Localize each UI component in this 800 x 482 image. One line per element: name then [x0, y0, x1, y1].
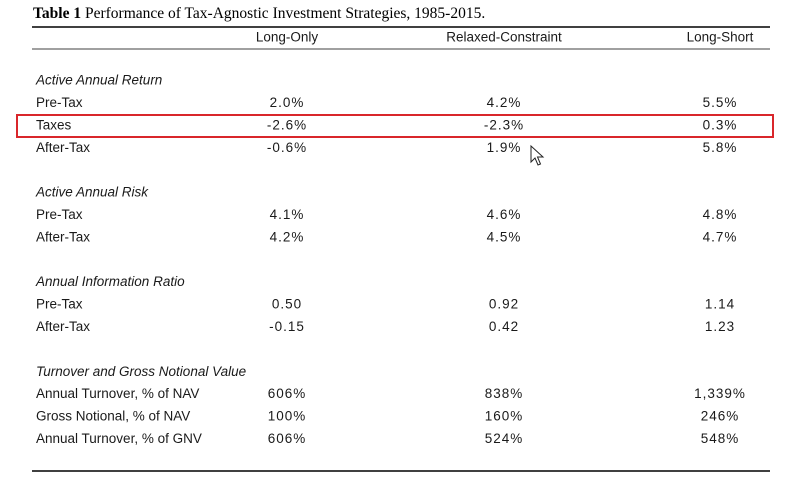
row-label: After-Tax: [36, 319, 90, 334]
cell-value: 0.92: [489, 297, 519, 312]
cell-value: 0.42: [489, 319, 519, 334]
column-header: Relaxed-Constraint: [446, 30, 562, 45]
cell-value: 1.23: [705, 319, 735, 334]
cell-value: 5.5%: [703, 95, 738, 110]
cell-value: 1,339%: [694, 386, 746, 401]
row-label: Gross Notional, % of NAV: [36, 409, 190, 424]
mouse-cursor: [530, 144, 545, 166]
cell-value: 0.3%: [703, 117, 738, 132]
cell-value: 5.8%: [703, 140, 738, 155]
row-label: After-Tax: [36, 229, 90, 244]
table-number: Table 1: [33, 5, 81, 22]
cell-value: 548%: [701, 431, 740, 446]
cell-value: -2.3%: [484, 117, 524, 132]
section-heading: Annual Information Ratio: [35, 274, 185, 289]
table-caption: Performance of Tax-Agnostic Investment S…: [85, 5, 485, 22]
row-label: Annual Turnover, % of GNV: [36, 431, 202, 446]
cell-value: 4.5%: [487, 229, 522, 244]
section-heading: Turnover and Gross Notional Value: [36, 364, 246, 379]
cell-value: 4.8%: [703, 207, 738, 222]
cell-value: 246%: [701, 409, 740, 424]
cell-value: 0.50: [272, 297, 302, 312]
highlight-box: [16, 114, 774, 138]
cell-value: 4.2%: [270, 229, 305, 244]
column-header: Long-Only: [256, 30, 319, 45]
cell-value: -0.6%: [267, 140, 307, 155]
column-header: Long-Short: [687, 30, 754, 45]
cell-value: 1.9%: [487, 140, 522, 155]
row-label: Pre-Tax: [36, 95, 83, 110]
cell-value: 606%: [268, 431, 307, 446]
row-label: After-Tax: [36, 140, 90, 155]
row-label: Pre-Tax: [36, 297, 83, 312]
cell-value: 4.1%: [270, 207, 305, 222]
row-label: Pre-Tax: [36, 207, 83, 222]
cell-value: 1.14: [705, 297, 735, 312]
cell-value: -2.6%: [267, 117, 307, 132]
cell-value: 4.2%: [487, 95, 522, 110]
cell-value: 2.0%: [270, 95, 305, 110]
cell-value: 524%: [485, 431, 524, 446]
section-heading: Active Annual Return: [35, 73, 162, 88]
cell-value: 4.7%: [703, 229, 738, 244]
cell-value: 100%: [268, 409, 307, 424]
section-heading: Active Annual Risk: [35, 185, 149, 200]
row-label: Taxes: [36, 117, 72, 132]
cell-value: 160%: [485, 409, 524, 424]
cell-value: 4.6%: [487, 207, 522, 222]
cell-value: -0.15: [269, 319, 305, 334]
table-title: Table 1 Performance of Tax-Agnostic Inve…: [33, 5, 485, 22]
cell-value: 606%: [268, 386, 307, 401]
row-label: Annual Turnover, % of NAV: [36, 386, 199, 401]
cell-value: 838%: [485, 386, 524, 401]
